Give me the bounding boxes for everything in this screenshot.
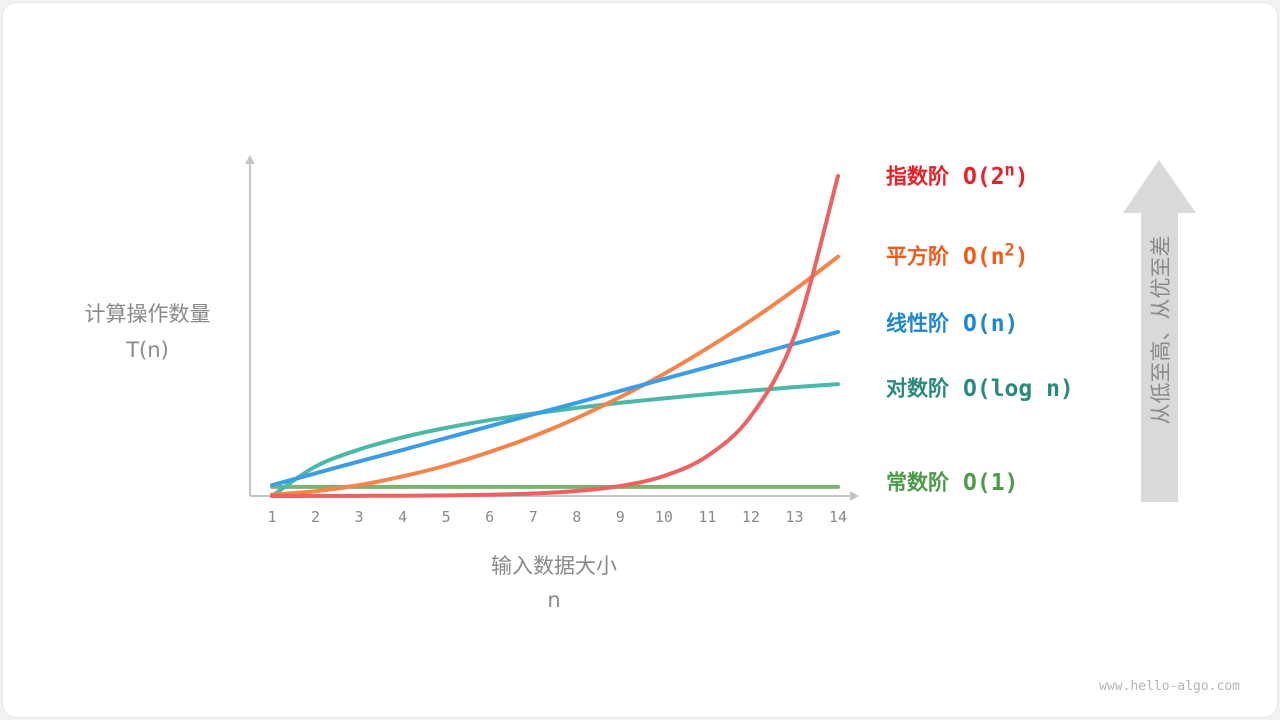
legend-notation: O(1) xyxy=(963,470,1018,496)
series-line-2 xyxy=(270,329,840,488)
legend-item: 对数阶 O(log n) xyxy=(886,372,1074,403)
x-tick-label: 5 xyxy=(442,508,451,526)
notation-sup: n xyxy=(1004,160,1015,180)
x-tick-label: 9 xyxy=(616,508,625,526)
notation-tail: ) xyxy=(1014,243,1029,270)
x-tick-label: 10 xyxy=(655,508,673,526)
x-axis-sublabel: n xyxy=(547,588,561,612)
legend-item: 常数阶 O(1) xyxy=(886,466,1018,497)
x-tick-label: 7 xyxy=(529,508,538,526)
x-axis-label: 输入数据大小 xyxy=(491,554,617,578)
x-tick-label: 1 xyxy=(267,508,276,526)
series-line-0 xyxy=(270,173,840,498)
legend-notation: O(n2) xyxy=(963,240,1029,270)
legend-name: 对数阶 xyxy=(886,376,949,401)
x-tick-label: 14 xyxy=(829,508,847,526)
notation-text: O(2 xyxy=(963,163,1005,190)
legend-notation: O(2n) xyxy=(963,160,1029,190)
legend-name: 平方阶 xyxy=(886,244,949,269)
series-line-3 xyxy=(270,382,840,498)
legend-notation: O(n) xyxy=(963,311,1018,337)
legend-notation: O(log n) xyxy=(963,376,1074,402)
x-tick-label: 12 xyxy=(742,508,760,526)
x-tick-label: 8 xyxy=(572,508,581,526)
series-line-1 xyxy=(270,254,840,497)
y-axis-label: 计算操作数量 xyxy=(84,302,211,326)
notation-text: O(log n) xyxy=(963,375,1074,402)
x-axis-arrowhead xyxy=(850,491,859,501)
y-axis-arrowhead xyxy=(245,155,255,164)
x-tick-label: 6 xyxy=(485,508,494,526)
notation-text: O(n xyxy=(963,243,1005,270)
legend-name: 指数阶 xyxy=(886,164,949,189)
up-arrow-icon xyxy=(1123,160,1196,502)
legend-name: 常数阶 xyxy=(886,470,949,495)
y-axis-sublabel: T(n) xyxy=(126,338,169,362)
watermark: www.hello-algo.com xyxy=(1099,679,1240,694)
notation-tail: ) xyxy=(1014,163,1029,190)
legend-item: 平方阶 O(n2) xyxy=(886,240,1029,271)
legend-item: 线性阶 O(n) xyxy=(886,307,1018,338)
notation-sup: 2 xyxy=(1004,240,1015,260)
notation-text: O(n) xyxy=(963,310,1019,337)
x-tick-label: 13 xyxy=(785,508,803,526)
notation-text: O(1) xyxy=(963,469,1019,496)
legend-item: 指数阶 O(2n) xyxy=(886,160,1029,191)
arrow-label: 从低至高、从优至差 xyxy=(1149,235,1173,425)
x-tick-label: 2 xyxy=(311,508,320,526)
legend-name: 线性阶 xyxy=(886,311,949,336)
x-tick-label: 4 xyxy=(398,508,407,526)
x-tick-label: 11 xyxy=(698,508,716,526)
x-tick-label: 3 xyxy=(355,508,364,526)
